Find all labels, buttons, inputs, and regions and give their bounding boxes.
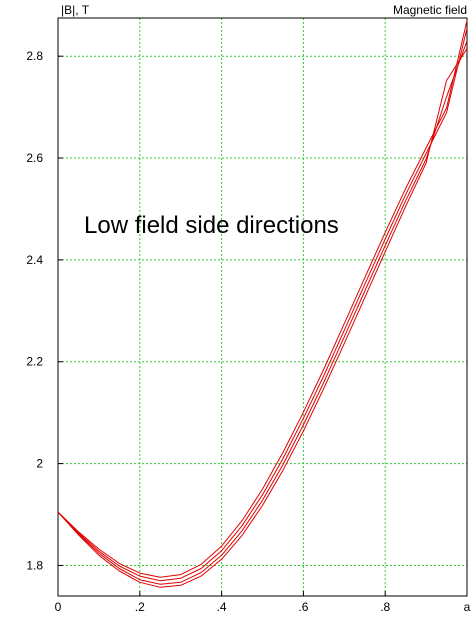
y-tick-label: 2.6 — [26, 151, 43, 165]
series-group — [57, 20, 468, 588]
grid — [58, 18, 467, 596]
x-tick-label: .8 — [380, 600, 390, 614]
y-axis-label: |B|, T — [61, 3, 90, 17]
series-line-3 — [57, 40, 468, 585]
y-tick-label: 2.2 — [26, 355, 43, 369]
x-tick-label: 0 — [55, 600, 62, 614]
x-ticks: 0 .2 .4 .6 .8 a — [55, 591, 471, 614]
y-ticks: 1.8 2 2.2 2.4 2.6 2.8 — [26, 49, 63, 572]
series-line-1 — [57, 20, 468, 578]
chart-annotation: Low field side directions — [84, 212, 339, 239]
y-tick-label: 2.4 — [26, 253, 43, 267]
x-tick-label: .2 — [135, 600, 145, 614]
x-tick-label: .4 — [217, 600, 227, 614]
x-tick-label: .6 — [298, 600, 308, 614]
y-tick-label: 2.8 — [26, 49, 43, 63]
x-tick-label: a — [464, 600, 471, 614]
y-tick-label: 2 — [36, 457, 43, 471]
plot-frame — [57, 17, 468, 597]
chart-title: Magnetic field — [393, 3, 467, 17]
y-tick-label: 1.8 — [26, 558, 43, 572]
series-line-4 — [57, 48, 468, 588]
series-line-2 — [57, 28, 468, 582]
